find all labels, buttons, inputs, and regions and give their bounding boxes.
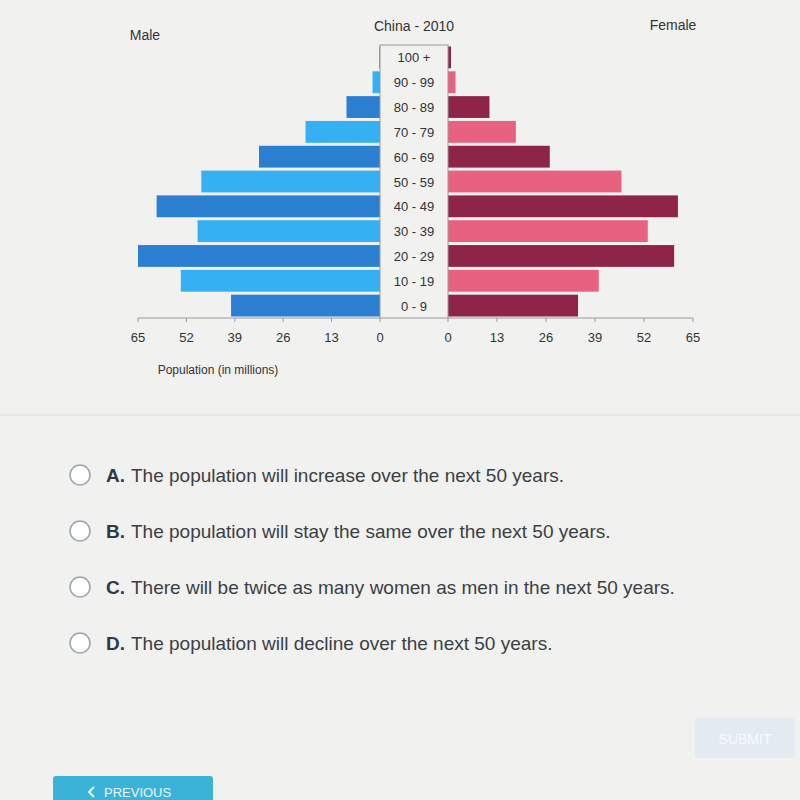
option-body: The population will decline over the nex… — [131, 633, 552, 654]
category-label: 50 - 59 — [394, 175, 434, 190]
bar — [138, 245, 380, 267]
tick — [497, 318, 498, 322]
category-label: 40 - 49 — [394, 199, 434, 214]
bar — [448, 71, 456, 93]
series-label: Female — [650, 17, 697, 33]
axis-line — [138, 318, 380, 319]
background — [0, 0, 800, 800]
series-label: Male — [130, 27, 161, 43]
tick — [234, 318, 235, 322]
category-label: 100 + — [398, 50, 431, 65]
option-body: The population will increase over the ne… — [131, 465, 564, 486]
chart-title: China - 2010 — [374, 18, 454, 34]
page: Male Female China - 2010 100 + 90 - 99 80 - 8… — [0, 0, 800, 800]
tick — [644, 318, 645, 322]
category-label: 0 - 9 — [401, 299, 427, 314]
bar — [198, 220, 380, 242]
previous-label: PREVIOUS — [104, 785, 172, 800]
previous-button[interactable] — [53, 776, 213, 800]
bar — [231, 295, 380, 317]
option-letter: D. — [106, 633, 125, 654]
tick-label: 39 — [588, 330, 602, 345]
option-body: The population will stay the same over t… — [131, 521, 610, 542]
radio[interactable] — [70, 633, 90, 653]
bar — [448, 295, 578, 317]
submit-label: SUBMIT — [719, 731, 772, 747]
option-text[interactable]: D. The population will decline over the n… — [106, 633, 552, 654]
category-label: 10 - 19 — [394, 274, 434, 289]
category-label: 30 - 39 — [394, 224, 434, 239]
bar — [448, 270, 599, 292]
tick-label: 52 — [637, 330, 651, 345]
tick — [283, 318, 284, 322]
tick — [595, 318, 596, 322]
axis-label: Population (in millions) — [158, 363, 279, 377]
option-body: There will be twice as many women as men… — [131, 577, 675, 598]
category-label: 70 - 79 — [394, 125, 434, 140]
tick-label: 13 — [324, 330, 338, 345]
radio[interactable] — [70, 465, 90, 485]
bar — [448, 171, 621, 193]
tick-label: 13 — [490, 330, 504, 345]
category-label: 90 - 99 — [394, 75, 434, 90]
female-bars — [448, 47, 678, 317]
category-label: 80 - 89 — [394, 100, 434, 115]
bar — [448, 245, 674, 267]
option-text[interactable]: C. There will be twice as many women as m… — [106, 577, 675, 598]
label-frame — [380, 45, 448, 318]
bar — [157, 195, 380, 217]
tick-label: 0 — [444, 330, 451, 345]
bar — [201, 171, 380, 193]
bar — [346, 96, 380, 118]
bar — [448, 220, 648, 242]
option-text[interactable]: A. The population will increase over the … — [106, 465, 564, 486]
tick — [186, 318, 187, 322]
chevron — [89, 787, 94, 797]
bar — [259, 146, 380, 168]
option-letter: A. — [106, 465, 125, 486]
option-letter: C. — [106, 577, 125, 598]
option-text[interactable]: B. The population will stay the same over… — [106, 521, 610, 542]
radio[interactable] — [70, 521, 90, 541]
radio[interactable] — [70, 577, 90, 597]
tick-label: 26 — [276, 330, 290, 345]
tick — [546, 318, 547, 322]
tick — [693, 318, 694, 322]
tick — [138, 318, 139, 322]
tick — [331, 318, 332, 322]
category-label: 20 - 29 — [394, 249, 434, 264]
tick-label: 52 — [179, 330, 193, 345]
bar — [306, 121, 380, 143]
category-label: 60 - 69 — [394, 150, 434, 165]
tick-label: 65 — [686, 330, 700, 345]
male-bars — [138, 47, 380, 317]
bar — [448, 146, 550, 168]
tick-label: 26 — [539, 330, 553, 345]
tick-label: 39 — [228, 330, 242, 345]
separator — [0, 415, 800, 416]
option-letter: B. — [106, 521, 125, 542]
bar — [448, 195, 678, 217]
tick — [380, 318, 381, 322]
tick-label: 0 — [376, 330, 383, 345]
bar — [448, 96, 489, 118]
submit-button[interactable] — [695, 718, 795, 758]
tick-label: 65 — [131, 330, 145, 345]
bar — [448, 121, 516, 143]
tick — [448, 318, 449, 322]
bar — [181, 270, 380, 292]
bar — [373, 71, 380, 93]
axis-line — [448, 318, 693, 319]
